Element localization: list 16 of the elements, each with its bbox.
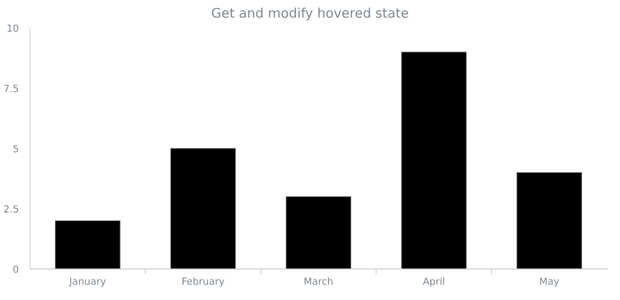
bar [286,196,352,269]
y-tick-label: 10 [8,24,18,32]
bar [516,172,582,269]
y-tick-label: 7.5 [4,84,18,92]
y-tick-label: 0 [13,265,18,273]
bar [401,52,467,269]
x-tick-label: April [422,277,444,287]
x-tick-label: February [182,277,224,287]
x-tick-label: May [540,278,560,287]
bar [55,220,120,269]
y-tick-label: 5 [13,145,18,152]
x-tick-label: March [304,277,332,285]
y-tick-label: 2.5 [4,205,18,213]
bar [170,148,236,269]
chart-title: Get and modify hovered state [212,8,408,20]
x-tick-label: January [68,278,106,287]
